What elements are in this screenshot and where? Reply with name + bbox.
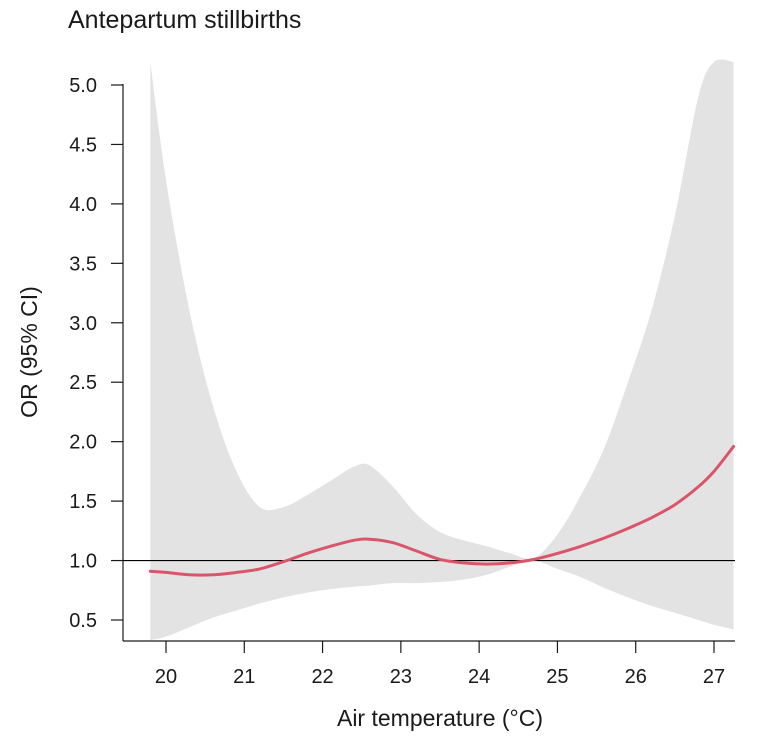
odds-ratio-line [148,444,736,577]
y-tick-label: 1.0 [69,551,97,573]
y-axis-ticks: 0.5 1.0 1.5 2.0 2.5 3.0 3.5 4.0 4.5 5.0 [69,75,123,632]
y-tick-label: 2.0 [69,432,97,454]
x-tick-label: 26 [625,666,647,688]
y-axis-label: OR (95% CI) [16,286,42,418]
confidence-band [150,59,734,641]
y-tick-label: 3.0 [69,313,97,335]
y-tick-label: 3.5 [69,253,97,275]
x-tick-label: 20 [155,666,177,688]
x-tick-label: 24 [468,666,490,688]
y-tick-label: 4.0 [69,194,97,216]
x-axis-ticks: 20 21 22 23 24 25 26 27 [155,641,725,688]
x-tick-label: 22 [311,666,333,688]
x-tick-label: 23 [390,666,412,688]
x-tick-label: 21 [233,666,255,688]
x-tick-label: 25 [546,666,568,688]
y-tick-label: 2.5 [69,372,97,394]
x-tick-label: 27 [703,666,725,688]
y-tick-label: 5.0 [69,75,97,97]
x-axis-label: Air temperature (°C) [337,705,543,731]
chart-title: Antepartum stillbirths [68,6,301,34]
y-tick-label: 0.5 [69,610,97,632]
y-tick-label: 1.5 [69,491,97,513]
y-tick-label: 4.5 [69,134,97,156]
